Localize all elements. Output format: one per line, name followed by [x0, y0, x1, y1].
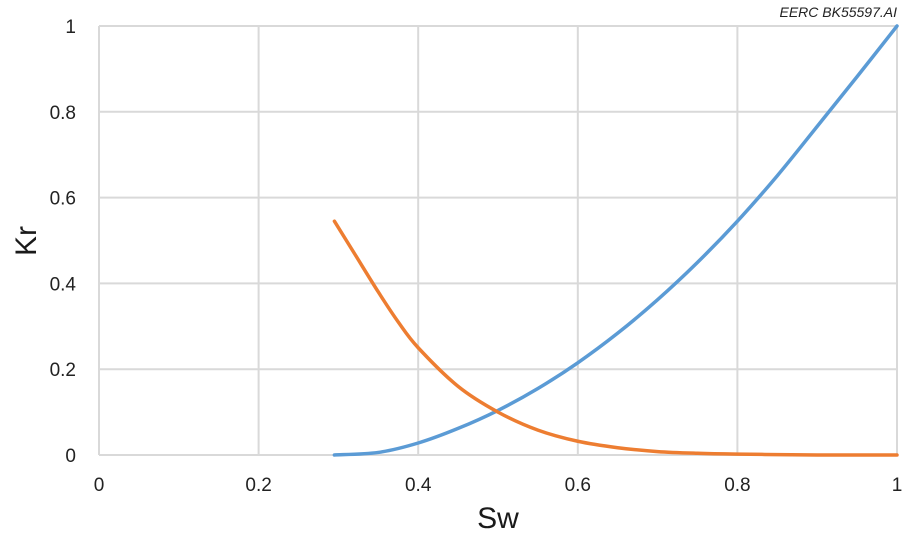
y-tick-label: 0	[65, 446, 76, 467]
x-axis-ticks: 0 0.2 0.4 0.6 0.8 1	[94, 475, 903, 496]
x-axis-title: Sw	[477, 502, 519, 535]
x-tick-label: 0.8	[724, 475, 750, 496]
y-tick-label: 0.2	[50, 360, 76, 381]
series-line-1	[332, 24, 899, 457]
chart-annotation: EERC BK55597.AI	[779, 4, 897, 20]
y-axis-ticks: 0 0.2 0.4 0.6 0.8 1	[50, 17, 77, 467]
x-tick-label: 0.4	[405, 475, 432, 496]
x-tick-label: 0.2	[245, 475, 271, 496]
x-tick-label: 0.6	[565, 475, 591, 496]
y-tick-label: 0.4	[50, 274, 77, 295]
x-tick-label: 0	[94, 475, 105, 496]
y-axis-title: Kr	[10, 226, 43, 256]
x-tick-label: 1	[892, 475, 903, 496]
series-line-2	[332, 219, 899, 457]
y-tick-label: 0.8	[50, 103, 76, 124]
y-tick-label: 1	[65, 17, 76, 38]
y-tick-label: 0.6	[50, 189, 76, 210]
series-lines	[332, 24, 899, 457]
gridlines	[98, 25, 898, 456]
